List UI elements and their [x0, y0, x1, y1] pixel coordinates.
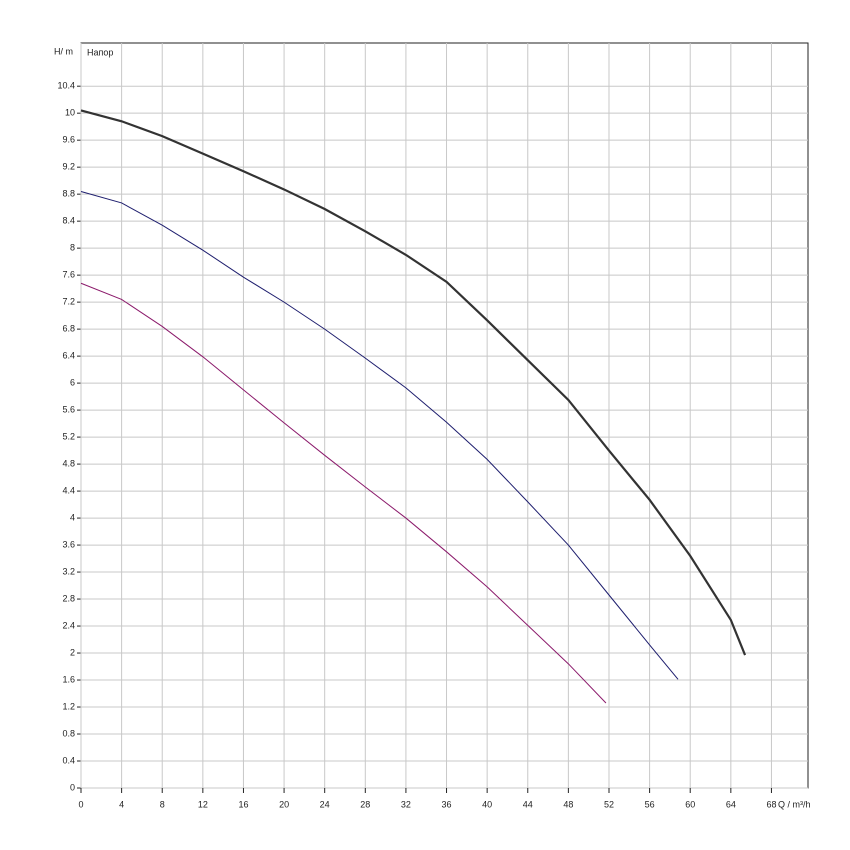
y-tick-label: 10.4	[57, 81, 75, 91]
y-tick-label: 7.2	[62, 297, 75, 307]
x-tick-label: 56	[645, 799, 655, 809]
annotation: Напор	[87, 47, 113, 57]
y-axis-label: H/ m	[54, 46, 73, 56]
y-tick-label: 10	[65, 108, 75, 118]
y-tick-label: 2	[70, 647, 75, 657]
y-tick-label: 9.2	[62, 162, 75, 172]
y-tick-label: 1.2	[62, 701, 75, 711]
pump-curve	[80, 109, 747, 656]
x-tick-label: 32	[401, 799, 411, 809]
x-tick-label: 36	[442, 799, 452, 809]
x-axis-label: Q / m³/h	[778, 799, 811, 809]
x-tick-label: 52	[604, 799, 614, 809]
y-tick-label: 2.4	[62, 620, 75, 630]
y-tick-label: 3.2	[62, 566, 75, 576]
y-tick-label: 8.4	[62, 216, 75, 226]
x-tick-label: 16	[238, 799, 248, 809]
y-tick-label: 9.6	[62, 135, 75, 145]
y-tick-label: 0.8	[62, 728, 75, 738]
plot-frame	[80, 42, 809, 789]
pump-curve	[80, 282, 607, 704]
y-tick-label: 6.4	[62, 350, 75, 360]
x-tick-label: 12	[198, 799, 208, 809]
y-tick-label: 5.2	[62, 431, 75, 441]
y-tick-label: 6	[70, 377, 75, 387]
x-tick-label: 40	[482, 799, 492, 809]
y-tick-label: 0.4	[62, 755, 75, 765]
y-tick-label: 4	[70, 512, 75, 522]
y-tick-label: 3.6	[62, 539, 75, 549]
x-tick-label: 0	[78, 799, 83, 809]
x-tick-label: 28	[360, 799, 370, 809]
x-tick-label: 20	[279, 799, 289, 809]
y-tick-label: 1.6	[62, 674, 75, 684]
pump-curve	[80, 190, 679, 680]
y-tick-label: 4.8	[62, 458, 75, 468]
x-tick-label: 60	[685, 799, 695, 809]
y-tick-label: 0	[70, 782, 75, 792]
x-tick-label: 64	[726, 799, 736, 809]
y-tick-label: 5.6	[62, 404, 75, 414]
x-tick-label: 24	[320, 799, 330, 809]
x-tick-label: 44	[523, 799, 533, 809]
y-tick-label: 7.6	[62, 270, 75, 280]
y-tick-label: 8	[70, 243, 75, 253]
x-tick-label: 8	[160, 799, 165, 809]
y-tick-label: 6.8	[62, 323, 75, 333]
x-tick-label: 48	[563, 799, 573, 809]
y-tick-label: 4.4	[62, 485, 75, 495]
y-tick-label: 2.8	[62, 593, 75, 603]
x-tick-label: 68	[766, 799, 776, 809]
x-tick-label: 4	[119, 799, 124, 809]
y-tick-label: 8.8	[62, 189, 75, 199]
